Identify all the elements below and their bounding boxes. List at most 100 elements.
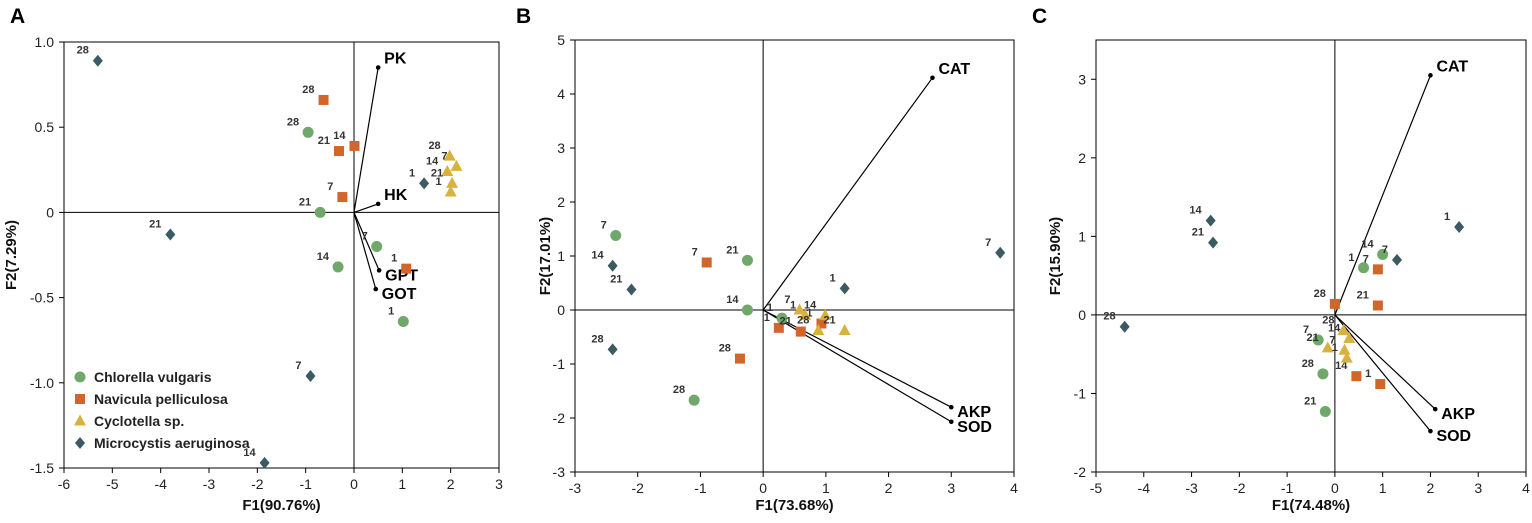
- point-navicula-pelliculosa: [1329, 298, 1340, 309]
- y-tick-label: 0: [557, 302, 565, 318]
- point-chlorella-vulgaris: [397, 315, 409, 327]
- point-label: 28: [1302, 358, 1314, 370]
- y-tick-label: 0: [46, 204, 54, 220]
- x-tick-label: -1: [299, 476, 312, 492]
- point-chlorella-vulgaris: [688, 394, 700, 406]
- panel-letter-c: C: [1032, 5, 1047, 28]
- point-microcystis-aeruginosa: [92, 54, 103, 67]
- point-cyclotella-sp: [444, 185, 457, 197]
- point-label: 28: [797, 315, 809, 327]
- y-tick-label: -0.5: [30, 290, 54, 306]
- point-label: 7: [985, 237, 991, 249]
- loading-vector-akp: [762, 309, 952, 408]
- point-label: 14: [726, 294, 739, 306]
- x-tick-label: 0: [350, 476, 358, 492]
- point-chlorella-vulgaris: [332, 261, 344, 273]
- point-chlorella-vulgaris: [741, 254, 753, 266]
- legend-marker-navicula-pelliculosa: [75, 394, 85, 404]
- point-navicula-pelliculosa: [701, 257, 712, 268]
- vector-label-akp: AKP: [1441, 406, 1475, 423]
- point-label: 21: [299, 196, 311, 208]
- plot-frame: [574, 39, 1015, 473]
- y-tick-label: -2: [1074, 464, 1087, 480]
- point-chlorella-vulgaris: [302, 126, 314, 138]
- point-navicula-pelliculosa: [795, 326, 806, 337]
- loading-vector-tip-gpt: [376, 268, 382, 273]
- point-label: 14: [1361, 238, 1374, 250]
- x-tick-label: 4: [1010, 480, 1018, 496]
- point-cyclotella-sp: [1321, 341, 1334, 353]
- point-label: 7: [1382, 244, 1388, 256]
- x-axis-title: F1(90.76%): [242, 497, 320, 514]
- point-label: 21: [780, 316, 792, 328]
- legend-label-microcystis-aeruginosa: Microcystis aeruginosa: [94, 435, 250, 451]
- y-tick-label: -2: [553, 410, 566, 426]
- panel-b: B-3 -2 -1 0 1 2 3 4543210-1-2-3F1(73.68%)F2(17.…: [516, 5, 1018, 514]
- loading-vector-tip-akp: [1432, 406, 1438, 412]
- point-navicula-pelliculosa: [318, 94, 329, 105]
- loading-vector-tip-pk: [375, 65, 381, 70]
- point-label: 1: [1348, 252, 1354, 264]
- x-tick-label: -3: [203, 476, 216, 492]
- vector-label-sod: SOD: [1436, 428, 1471, 445]
- point-microcystis-aeruginosa: [419, 177, 430, 190]
- point-cyclotella-sp: [450, 159, 463, 171]
- x-tick-label: -6: [58, 476, 71, 492]
- plot-frame: [1095, 39, 1527, 473]
- point-cyclotella-sp: [793, 303, 806, 315]
- point-navicula-pelliculosa: [816, 318, 827, 329]
- point-label: 28: [1314, 288, 1326, 300]
- point-label: 21: [726, 244, 738, 256]
- point-label: 14: [1335, 360, 1348, 372]
- point-microcystis-aeruginosa: [839, 282, 850, 295]
- loading-vector-akp: [1334, 314, 1436, 410]
- x-tick-label: 3: [495, 476, 503, 492]
- point-label: 7: [784, 294, 790, 306]
- x-tick-label: 0: [759, 480, 767, 496]
- point-chlorella-vulgaris: [1312, 334, 1324, 346]
- x-tick-label: 4: [1522, 480, 1530, 496]
- point-label: 1: [391, 253, 397, 265]
- point-label: 21: [149, 219, 161, 231]
- point-label: 7: [1329, 334, 1335, 346]
- point-label: 1: [1365, 368, 1371, 380]
- point-cyclotella-sp: [441, 165, 454, 177]
- point-navicula-pelliculosa: [401, 263, 412, 274]
- point-cyclotella-sp: [799, 308, 812, 320]
- point-label: 1: [764, 312, 770, 324]
- point-cyclotella-sp: [1337, 324, 1350, 336]
- point-microcystis-aeruginosa: [1208, 236, 1219, 249]
- point-chlorella-vulgaris: [1319, 406, 1331, 418]
- point-label: 7: [295, 360, 301, 372]
- legend-marker-chlorella-vulgaris: [74, 371, 86, 383]
- y-tick-label: 3: [1078, 71, 1086, 87]
- vector-label-pk: PK: [384, 51, 407, 68]
- x-tick-label: 2: [1427, 480, 1435, 496]
- x-axis-title: F1(74.48%): [1272, 497, 1350, 514]
- x-tick-label: 0: [1331, 480, 1339, 496]
- point-label: 1: [409, 167, 415, 179]
- point-chlorella-vulgaris: [1317, 368, 1329, 380]
- y-tick-label: -1: [1074, 385, 1087, 401]
- point-label: 21: [823, 315, 835, 327]
- point-label: 14: [333, 130, 346, 142]
- point-chlorella-vulgaris: [610, 229, 622, 241]
- loading-vector-sod: [762, 309, 952, 423]
- point-label: 14: [591, 250, 604, 262]
- point-label: 28: [1103, 311, 1115, 323]
- point-microcystis-aeruginosa: [607, 259, 618, 272]
- loading-vector-tip-sod: [948, 419, 954, 425]
- x-tick-label: 3: [1474, 480, 1482, 496]
- point-microcystis-aeruginosa: [1392, 253, 1402, 266]
- point-label: 7: [1363, 253, 1369, 265]
- x-tick-label: -2: [251, 476, 264, 492]
- point-label: 21: [1304, 396, 1316, 408]
- point-cyclotella-sp: [1343, 331, 1356, 343]
- vector-label-hk: HK: [384, 187, 408, 204]
- y-tick-label: 2: [557, 194, 565, 210]
- y-tick-label: 0: [1078, 307, 1086, 323]
- point-label: 28: [287, 116, 299, 128]
- panel-letter-a: A: [10, 5, 25, 28]
- point-label: 7: [601, 219, 607, 231]
